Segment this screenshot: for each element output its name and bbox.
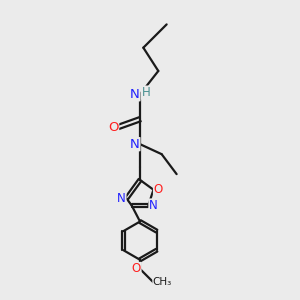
Text: N: N (117, 192, 126, 205)
Text: O: O (132, 262, 141, 275)
Text: H: H (142, 86, 150, 99)
Text: N: N (149, 199, 158, 212)
Text: N: N (130, 88, 140, 101)
Text: CH₃: CH₃ (153, 277, 172, 287)
Text: O: O (154, 183, 163, 196)
Text: N: N (130, 138, 140, 151)
Text: O: O (108, 121, 119, 134)
